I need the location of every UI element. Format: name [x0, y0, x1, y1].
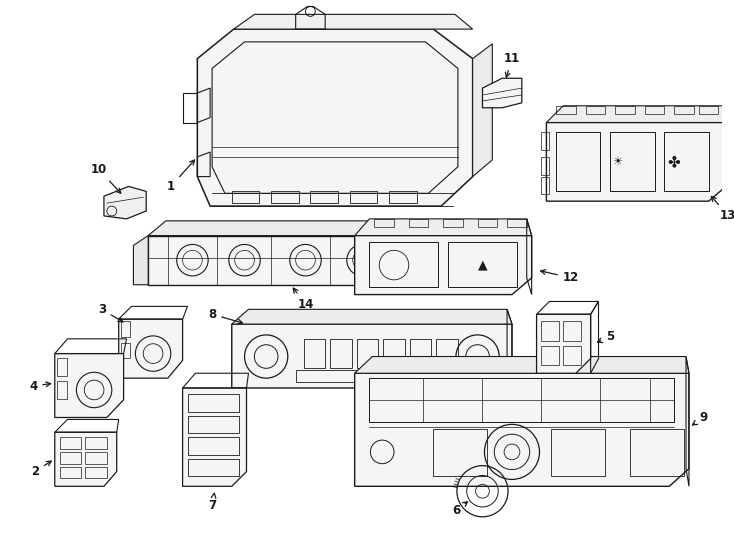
Text: 3: 3 [98, 303, 123, 322]
Polygon shape [148, 221, 438, 235]
Bar [187, 437, 239, 455]
Polygon shape [148, 235, 424, 285]
Bar [59, 437, 81, 449]
Polygon shape [424, 221, 438, 285]
Bar [349, 191, 377, 203]
Text: 7: 7 [208, 493, 216, 512]
Bar [556, 106, 576, 113]
Text: ☀: ☀ [612, 157, 622, 167]
Polygon shape [355, 235, 531, 295]
Bar [383, 339, 405, 368]
Polygon shape [104, 186, 146, 219]
Bar [675, 106, 694, 113]
Polygon shape [482, 78, 522, 108]
Bar [478, 219, 497, 227]
Bar [586, 106, 606, 113]
Text: 9: 9 [692, 411, 708, 425]
Polygon shape [232, 309, 512, 324]
Bar [563, 321, 581, 341]
Text: 8: 8 [208, 308, 242, 324]
Text: 10: 10 [91, 163, 121, 193]
Bar [610, 132, 655, 191]
Polygon shape [546, 106, 728, 123]
Bar [542, 346, 559, 366]
Polygon shape [55, 432, 117, 487]
Polygon shape [134, 235, 148, 285]
Bar [369, 378, 675, 422]
Bar [699, 106, 719, 113]
Polygon shape [55, 354, 123, 417]
Bar [59, 452, 81, 464]
Bar [271, 191, 299, 203]
Polygon shape [197, 29, 473, 206]
Bar [120, 321, 131, 337]
Polygon shape [355, 356, 689, 373]
Bar [410, 339, 432, 368]
Text: 13: 13 [711, 197, 734, 222]
Polygon shape [537, 314, 591, 373]
Bar [187, 459, 239, 476]
Bar [85, 467, 107, 478]
Text: ✤: ✤ [668, 154, 680, 170]
Bar [551, 429, 606, 476]
Bar [542, 321, 559, 341]
Polygon shape [232, 324, 512, 388]
Bar [120, 343, 131, 359]
Bar [85, 452, 107, 464]
Bar [664, 132, 708, 191]
Polygon shape [355, 219, 531, 235]
Bar [187, 415, 239, 433]
Bar [436, 339, 458, 368]
Bar [296, 370, 478, 382]
Bar [310, 191, 338, 203]
Bar [542, 177, 549, 194]
Polygon shape [233, 15, 473, 29]
Bar [630, 429, 684, 476]
Bar [556, 132, 600, 191]
Bar [542, 132, 549, 150]
Bar [409, 219, 429, 227]
Polygon shape [546, 123, 728, 201]
Bar [232, 191, 259, 203]
Bar [644, 106, 664, 113]
Polygon shape [119, 319, 183, 378]
Polygon shape [355, 373, 689, 487]
Text: 2: 2 [31, 461, 51, 478]
Polygon shape [473, 44, 493, 177]
Bar [330, 339, 352, 368]
Bar [389, 191, 417, 203]
Text: 5: 5 [597, 330, 614, 343]
Bar [85, 437, 107, 449]
Bar [433, 429, 487, 476]
Text: 1: 1 [167, 160, 195, 193]
Bar [357, 339, 378, 368]
Bar [187, 394, 239, 411]
Bar [304, 339, 325, 368]
Bar [369, 242, 438, 287]
Text: 14: 14 [294, 288, 313, 311]
Bar [443, 219, 463, 227]
Bar [563, 346, 581, 366]
Polygon shape [183, 388, 247, 487]
Bar [448, 242, 517, 287]
Bar [57, 381, 67, 399]
Text: 12: 12 [541, 269, 579, 285]
Text: 4: 4 [29, 380, 51, 393]
Bar [59, 467, 81, 478]
Text: 6: 6 [452, 502, 468, 517]
Bar [57, 359, 67, 376]
Bar [615, 106, 635, 113]
Text: ▲: ▲ [478, 259, 487, 272]
Text: 11: 11 [504, 52, 520, 77]
Bar [374, 219, 394, 227]
Bar [507, 219, 527, 227]
Bar [542, 157, 549, 174]
